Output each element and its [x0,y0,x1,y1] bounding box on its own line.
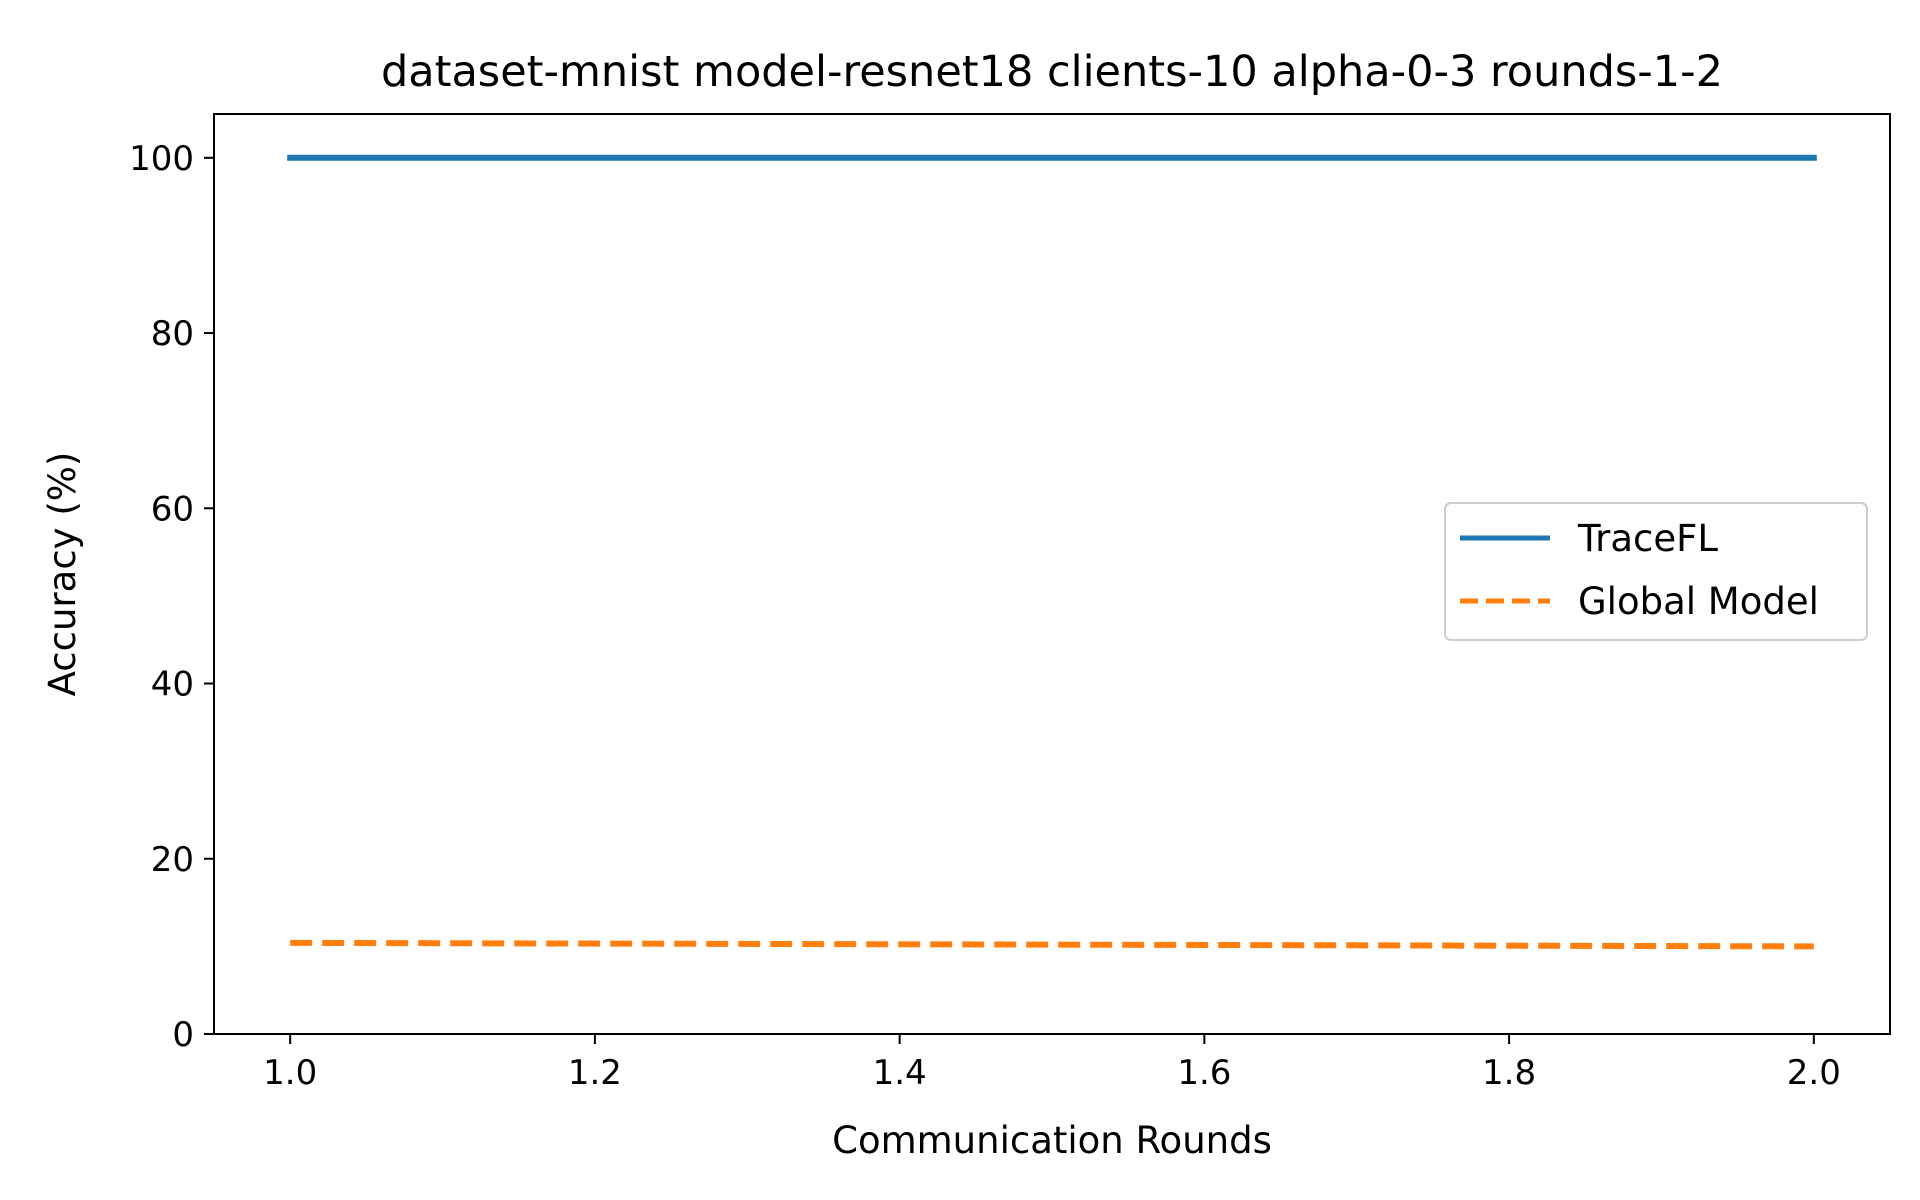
x-axis: 1.0 1.2 1.4 1.6 1.8 2.0 [263,1034,1841,1093]
x-tick-label: 1.2 [568,1053,622,1093]
y-axis: 0 20 40 60 80 100 [129,139,214,1055]
series-layer [287,154,1817,950]
y-tick-label: 80 [151,314,194,354]
chart-title: dataset-mnist model-resnet18 clients-10 … [381,47,1723,97]
plot-area [213,113,1891,1035]
y-tick-label: 20 [151,840,194,880]
plot-frame [213,113,1891,1035]
x-tick-label: 1.8 [1482,1053,1536,1093]
y-tick-label: 100 [129,139,194,179]
y-tick-label: 60 [151,489,194,529]
series-line-global-model [290,939,1814,950]
x-tick-label: 1.6 [1177,1053,1231,1093]
y-axis-label: Accuracy (%) [41,452,84,697]
legend-label-traceFL: TraceFL [1577,517,1718,560]
legend-label-global-model: Global Model [1578,580,1819,623]
legend: TraceFL Global Model [1444,502,1868,641]
y-tick-label: 0 [172,1015,194,1055]
x-axis-label: Communication Rounds [832,1119,1272,1162]
x-tick-label: 1.0 [263,1053,317,1093]
x-tick-label: 2.0 [1787,1053,1841,1093]
x-tick-label: 1.4 [873,1053,927,1093]
y-tick-label: 40 [151,665,194,705]
legend-box [1444,502,1868,641]
